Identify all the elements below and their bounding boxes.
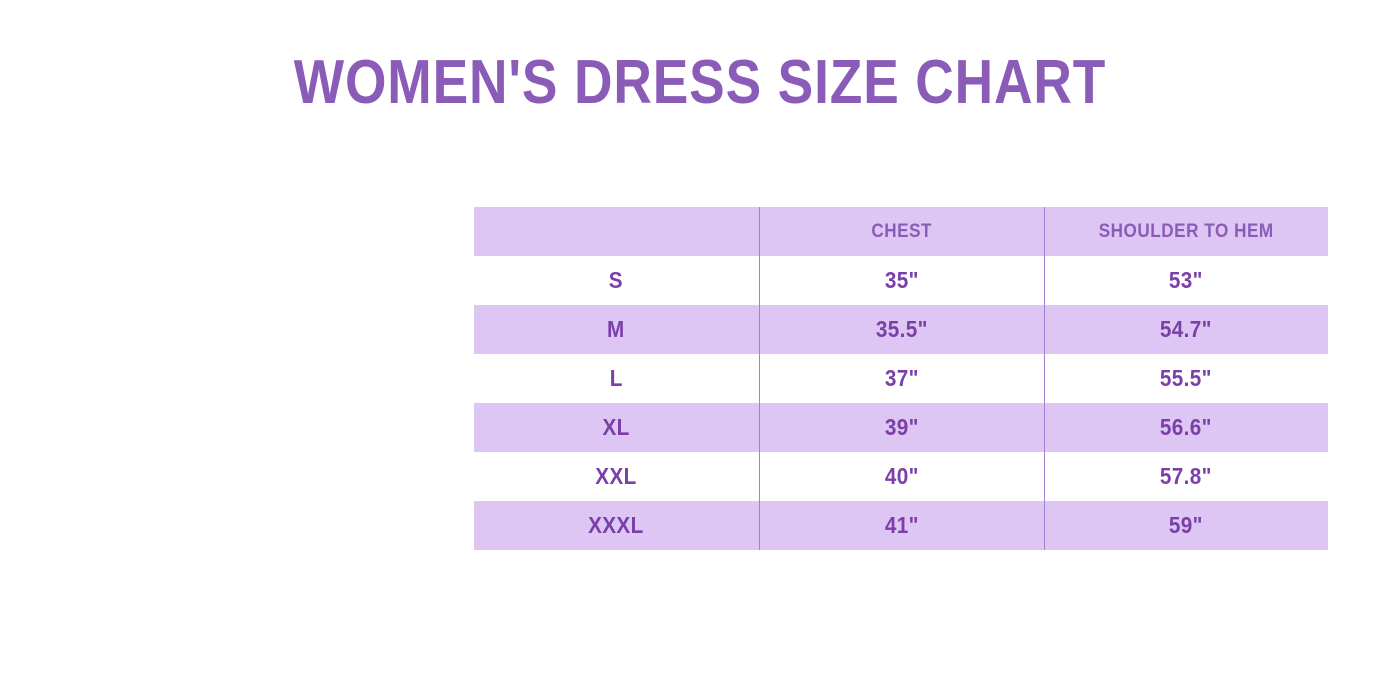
cell-shoulder-to-hem: 55.5" — [1044, 354, 1328, 403]
size-chart-table: CHEST SHOULDER TO HEM S 35" 53" M 35.5" … — [474, 207, 1328, 550]
cell-shoulder-to-hem-value: 54.7" — [1160, 316, 1213, 342]
cell-chest-value: 37" — [884, 365, 919, 391]
cell-shoulder-to-hem: 59" — [1044, 501, 1328, 550]
column-header-chest-label: CHEST — [871, 220, 932, 242]
cell-chest-value: 40" — [884, 463, 919, 489]
cell-size: XXL — [474, 452, 760, 501]
cell-shoulder-to-hem: 56.6" — [1044, 403, 1328, 452]
cell-shoulder-to-hem-value: 56.6" — [1160, 414, 1213, 440]
cell-size: M — [474, 305, 760, 354]
cell-size-value: L — [609, 365, 623, 391]
cell-shoulder-to-hem-value: 59" — [1169, 512, 1204, 538]
cell-chest-value: 41" — [884, 512, 919, 538]
cell-size-value: M — [607, 316, 626, 342]
cell-chest: 35" — [759, 256, 1045, 305]
cell-chest: 35.5" — [759, 305, 1045, 354]
table-body: S 35" 53" M 35.5" 54.7" L 37" 55.5" XL 3… — [474, 256, 1328, 550]
cell-chest: 37" — [759, 354, 1045, 403]
cell-size-value: XXL — [595, 463, 637, 489]
cell-chest: 39" — [759, 403, 1045, 452]
column-header-shoulder-to-hem-label: SHOULDER TO HEM — [1098, 220, 1274, 242]
cell-size: S — [474, 256, 760, 305]
table-row: XXL 40" 57.8" — [474, 452, 1328, 501]
cell-size-value: XXXL — [588, 512, 644, 538]
column-header-chest: CHEST — [759, 207, 1045, 256]
cell-chest-value: 35" — [884, 267, 919, 293]
cell-shoulder-to-hem-value: 55.5" — [1160, 365, 1213, 391]
column-header-size — [474, 207, 760, 256]
cell-shoulder-to-hem: 53" — [1044, 256, 1328, 305]
page-title: WOMEN'S DRESS SIZE CHART — [293, 48, 1107, 117]
cell-shoulder-to-hem: 57.8" — [1044, 452, 1328, 501]
table-row: XXXL 41" 59" — [474, 501, 1328, 550]
cell-chest-value: 35.5" — [875, 316, 928, 342]
cell-shoulder-to-hem: 54.7" — [1044, 305, 1328, 354]
cell-size: L — [474, 354, 760, 403]
table-header-row: CHEST SHOULDER TO HEM — [474, 207, 1328, 256]
cell-chest-value: 39" — [884, 414, 919, 440]
cell-size-value: S — [609, 267, 624, 293]
cell-size-value: XL — [602, 414, 630, 440]
table-row: S 35" 53" — [474, 256, 1328, 305]
table-row: M 35.5" 54.7" — [474, 305, 1328, 354]
cell-shoulder-to-hem-value: 57.8" — [1160, 463, 1213, 489]
size-chart-table-container: CHEST SHOULDER TO HEM S 35" 53" M 35.5" … — [474, 207, 1328, 550]
table-row: XL 39" 56.6" — [474, 403, 1328, 452]
table-header: CHEST SHOULDER TO HEM — [474, 207, 1328, 256]
cell-size: XL — [474, 403, 760, 452]
column-header-shoulder-to-hem: SHOULDER TO HEM — [1044, 207, 1328, 256]
cell-chest: 40" — [759, 452, 1045, 501]
cell-shoulder-to-hem-value: 53" — [1169, 267, 1204, 293]
cell-size: XXXL — [474, 501, 760, 550]
table-row: L 37" 55.5" — [474, 354, 1328, 403]
cell-chest: 41" — [759, 501, 1045, 550]
